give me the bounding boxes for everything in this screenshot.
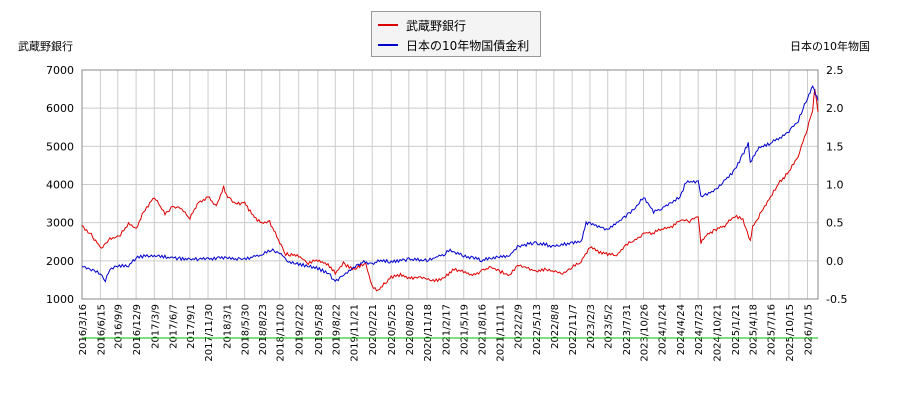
x-tick-label: 2023/10/26 [639, 304, 650, 362]
x-tick-label: 2016/3/16 [78, 304, 89, 355]
x-tick-label: 2017/3/9 [150, 304, 161, 349]
x-tick-label: 2021/5/19 [460, 304, 471, 355]
x-tick-label: 2017/6/7 [168, 304, 179, 349]
left-tick-label: 5000 [46, 140, 74, 153]
x-tick-label: 2022/11/7 [568, 304, 579, 355]
x-tick-label: 2022/8/8 [550, 304, 561, 349]
x-tick-label: 2017/11/30 [204, 304, 215, 362]
left-tick-label: 1000 [46, 293, 74, 306]
x-tick-label: 2022/2/9 [513, 304, 524, 349]
series-line-jgb [82, 85, 819, 283]
right-tick-label: 0.5 [826, 217, 844, 230]
x-tick-label: 2020/5/25 [387, 304, 398, 355]
x-tick-label: 2025/4/18 [749, 304, 760, 355]
left-tick-label: 6000 [46, 102, 74, 115]
x-tick-label: 2016/9/9 [114, 304, 125, 349]
x-tick-label: 2017/9/1 [186, 304, 197, 349]
x-tick-label: 2019/5/28 [314, 304, 325, 355]
right-axis-ticks: -0.5 0.0 0.5 1.0 1.5 2.0 2.5 [826, 64, 847, 306]
x-tick-label: 2019/11/21 [350, 304, 361, 362]
grid [81, 69, 818, 300]
x-tick-label: 2025/10/15 [785, 304, 796, 362]
x-tick-label: 2024/7/23 [694, 304, 705, 355]
x-tick-label: 2025/7/16 [767, 304, 778, 355]
legend-label-jgb: 日本の10年物国債金利 [406, 38, 530, 53]
x-tick-label: 2019/2/22 [295, 304, 306, 355]
x-tick-label: 2020/8/20 [405, 304, 416, 355]
right-tick-label: 2.0 [826, 102, 844, 115]
left-tick-label: 2000 [46, 255, 74, 268]
right-tick-label: 2.5 [826, 64, 844, 77]
x-tick-label: 2021/8/16 [478, 304, 489, 355]
x-tick-label: 2018/11/20 [276, 304, 287, 362]
x-tick-label: 2023/5/2 [604, 304, 615, 349]
legend: 武蔵野銀行 日本の10年物国債金利 [371, 11, 541, 57]
right-tick-label: 0.0 [826, 255, 844, 268]
x-axis-ticks: 2016/3/16 2016/6/15 2016/9/9 2016/12/9 2017/… [78, 304, 814, 362]
x-tick-label: 2018/5/30 [241, 304, 252, 355]
left-tick-label: 3000 [46, 217, 74, 230]
right-tick-label: -0.5 [826, 293, 847, 306]
x-tick-label: 2022/5/13 [532, 304, 543, 355]
x-tick-label: 2025/1/21 [731, 304, 742, 355]
series-layer [81, 85, 819, 292]
legend-swatch-jgb [378, 44, 398, 46]
x-tick-label: 2020/2/21 [368, 304, 379, 355]
x-tick-label: 2024/10/21 [712, 304, 723, 362]
legend-item-bank: 武蔵野銀行 [378, 16, 466, 34]
x-tick-label: 2021/2/17 [441, 304, 452, 355]
left-tick-label: 7000 [46, 64, 74, 77]
plot-frame [81, 69, 819, 300]
x-tick-label: 2016/6/15 [96, 304, 107, 355]
left-tick-label: 4000 [46, 179, 74, 192]
x-tick-label: 2020/11/18 [423, 304, 434, 362]
right-axis-title: 日本の10年物国 [790, 40, 870, 53]
x-tick-label: 2023/7/31 [622, 304, 633, 355]
series-line-bank [81, 89, 819, 292]
x-tick-label: 2024/1/24 [658, 304, 669, 355]
x-tick-label: 2018/8/23 [258, 304, 269, 355]
x-tick-label: 2016/12/9 [132, 304, 143, 355]
x-tick-label: 2021/11/11 [495, 304, 506, 362]
legend-item-jgb: 日本の10年物国債金利 [378, 36, 529, 54]
x-tick-label: 2023/2/3 [586, 304, 597, 349]
left-axis-ticks: 1000 2000 3000 4000 5000 6000 7000 [46, 64, 74, 306]
legend-label-bank: 武蔵野銀行 [406, 18, 467, 33]
right-tick-label: 1.5 [826, 140, 844, 153]
x-tick-label: 2018/3/1 [222, 304, 233, 349]
left-axis-title: 武蔵野銀行 [18, 40, 73, 53]
legend-swatch-bank [378, 24, 398, 26]
x-tick-label: 2024/4/24 [676, 304, 687, 355]
x-tick-label: 2026/1/15 [803, 304, 814, 355]
right-tick-label: 1.0 [826, 179, 844, 192]
x-tick-label: 2019/8/22 [331, 304, 342, 355]
